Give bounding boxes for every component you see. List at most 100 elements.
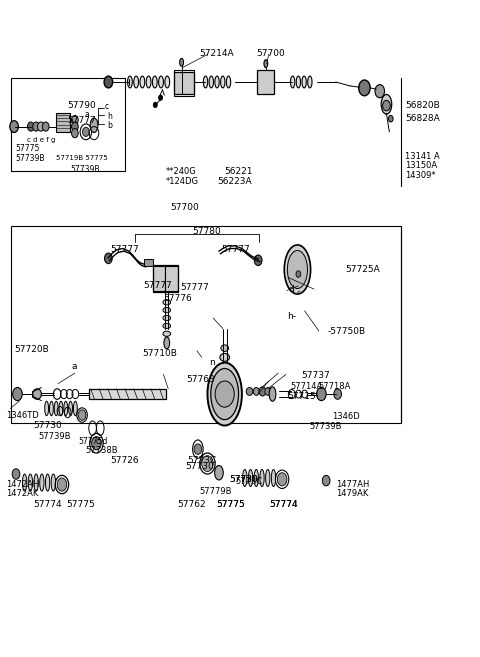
Circle shape (317, 388, 326, 401)
Text: n: n (209, 358, 215, 367)
Ellipse shape (254, 470, 258, 486)
Ellipse shape (23, 474, 27, 491)
Text: 57720B: 57720B (14, 345, 49, 354)
Circle shape (92, 437, 101, 450)
Ellipse shape (134, 76, 139, 88)
Ellipse shape (163, 315, 170, 321)
Text: 56820B: 56820B (405, 101, 440, 110)
Ellipse shape (153, 76, 157, 88)
Text: 57775: 57775 (216, 500, 245, 509)
Text: 1472AH: 1472AH (6, 480, 40, 489)
Text: 57700: 57700 (257, 49, 286, 58)
Circle shape (202, 456, 213, 472)
Circle shape (104, 76, 113, 88)
Text: 1472AK: 1472AK (6, 489, 39, 498)
Circle shape (72, 116, 78, 125)
Text: h: h (108, 112, 112, 121)
Ellipse shape (265, 470, 270, 486)
Circle shape (33, 122, 39, 131)
Circle shape (334, 389, 341, 399)
Bar (56, 114, 70, 132)
Text: 1479AK: 1479AK (336, 489, 368, 498)
Text: 56221: 56221 (225, 167, 253, 175)
Circle shape (57, 478, 67, 491)
Text: 57730: 57730 (33, 421, 62, 430)
Text: 57214A: 57214A (199, 49, 234, 58)
Bar (11, 78, 125, 171)
Circle shape (27, 122, 34, 131)
Text: 57774: 57774 (270, 500, 298, 509)
Text: 5773C: 5773C (235, 478, 263, 486)
Ellipse shape (49, 401, 53, 416)
Text: 57738B: 57738B (85, 446, 118, 455)
Ellipse shape (33, 389, 41, 399)
Circle shape (375, 85, 384, 98)
Text: 57779B: 57779B (200, 487, 232, 495)
Text: 56223A: 56223A (217, 177, 252, 186)
Circle shape (37, 122, 44, 131)
Bar (174, 72, 194, 94)
Bar (89, 389, 166, 399)
Ellipse shape (269, 387, 276, 401)
Circle shape (359, 80, 370, 96)
Text: 57739B: 57739B (15, 154, 45, 162)
Ellipse shape (271, 470, 276, 486)
Text: 14309*: 14309* (405, 171, 435, 179)
Ellipse shape (64, 401, 68, 416)
Circle shape (154, 102, 157, 108)
Text: 57725A: 57725A (345, 265, 380, 274)
Text: 57776: 57776 (163, 294, 192, 303)
Ellipse shape (204, 76, 208, 88)
Ellipse shape (248, 470, 252, 486)
Ellipse shape (284, 245, 311, 294)
Circle shape (105, 253, 112, 263)
Ellipse shape (59, 401, 63, 416)
Text: 57774: 57774 (33, 500, 62, 509)
Ellipse shape (215, 466, 223, 480)
Bar (56, 114, 70, 132)
Circle shape (277, 473, 287, 486)
Circle shape (323, 476, 330, 486)
Text: 5773C: 5773C (187, 457, 216, 465)
Text: 1346TD: 1346TD (6, 411, 39, 420)
Ellipse shape (140, 76, 145, 88)
Circle shape (78, 410, 86, 420)
Text: 57739B: 57739B (38, 432, 71, 441)
Circle shape (12, 469, 20, 480)
Text: c d: c d (96, 437, 108, 445)
Text: 57790: 57790 (68, 101, 96, 110)
Text: 57739B: 57739B (70, 166, 99, 174)
Text: 57739B: 57739B (309, 422, 341, 432)
Ellipse shape (163, 300, 170, 305)
Circle shape (296, 271, 301, 277)
Text: 57777: 57777 (180, 283, 209, 292)
Ellipse shape (381, 95, 392, 114)
Ellipse shape (34, 474, 38, 491)
Ellipse shape (40, 474, 44, 491)
Ellipse shape (163, 331, 170, 336)
Ellipse shape (90, 118, 98, 133)
Ellipse shape (308, 76, 312, 88)
Text: 57730: 57730 (229, 475, 258, 484)
Circle shape (254, 255, 262, 265)
Text: 1346D: 1346D (332, 412, 360, 421)
Bar (144, 259, 153, 265)
Ellipse shape (51, 474, 56, 491)
Text: 57775: 57775 (15, 144, 39, 152)
Text: 57777: 57777 (110, 245, 139, 254)
Text: d: d (289, 284, 295, 294)
Ellipse shape (302, 76, 306, 88)
Text: 57737: 57737 (301, 371, 330, 380)
Ellipse shape (296, 76, 300, 88)
Text: 57714A: 57714A (291, 382, 323, 391)
Ellipse shape (163, 307, 170, 313)
Ellipse shape (46, 474, 50, 491)
Ellipse shape (45, 401, 48, 416)
Circle shape (12, 388, 22, 401)
Ellipse shape (146, 76, 151, 88)
Text: 57762: 57762 (178, 500, 206, 509)
Text: c: c (105, 102, 109, 112)
Ellipse shape (158, 76, 163, 88)
Ellipse shape (215, 76, 219, 88)
Circle shape (72, 129, 78, 138)
